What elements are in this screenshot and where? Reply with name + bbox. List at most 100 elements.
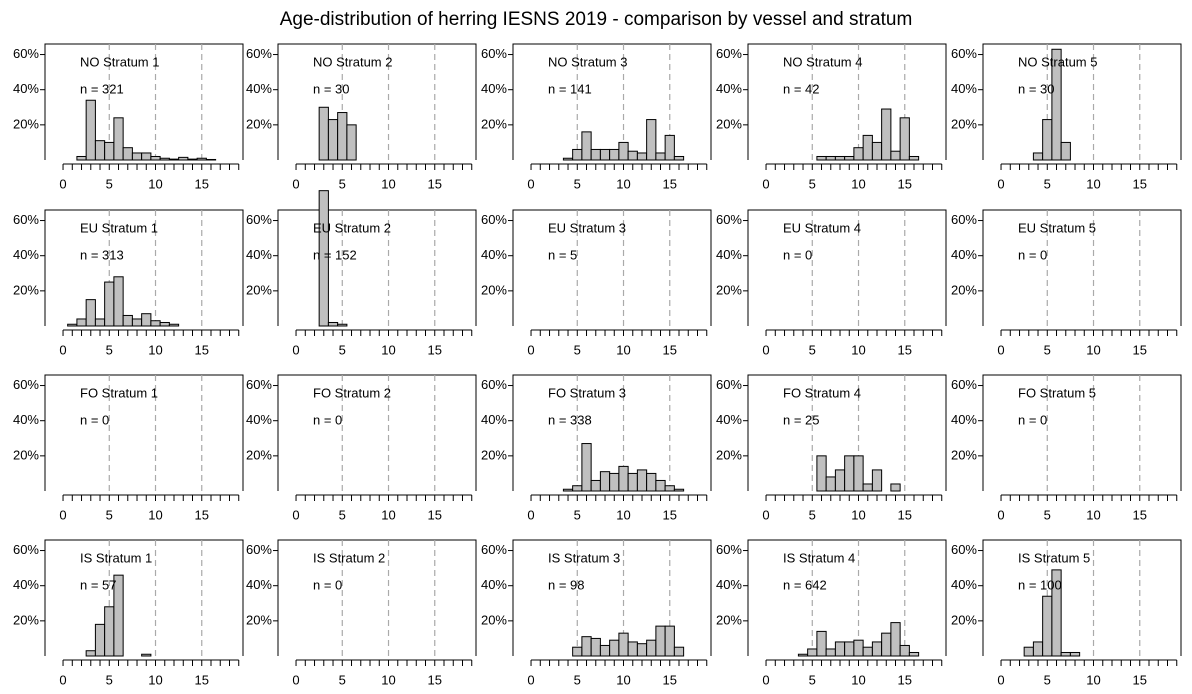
x-tick-label: 5 (106, 672, 113, 687)
panel-frame (982, 43, 1182, 160)
bar (122, 147, 133, 161)
bar (104, 281, 115, 327)
bar (655, 625, 666, 657)
bar (871, 641, 883, 657)
x-tick-label: 10 (851, 672, 865, 687)
x-tick-label: 15 (898, 342, 912, 357)
x-tick-label: 15 (428, 176, 442, 191)
x-tick-label: 5 (574, 672, 581, 687)
y-tick-label: 40% (481, 412, 507, 427)
bar (881, 632, 892, 657)
x-tick-label: 0 (527, 672, 534, 687)
y-tick-label: 40% (716, 81, 742, 96)
bar (673, 488, 685, 492)
x-tick-label: 0 (292, 672, 299, 687)
bar (844, 455, 855, 492)
panel-frame (512, 43, 712, 160)
panel-title: NO Stratum 3 (548, 54, 627, 69)
bar (113, 276, 124, 327)
bar (816, 455, 827, 492)
x-tick-label: 5 (339, 176, 346, 191)
bar (627, 472, 638, 492)
x-tick-label: 15 (428, 507, 442, 522)
panel-frame (747, 43, 947, 160)
x-tick-label: 10 (851, 176, 865, 191)
bar (205, 158, 217, 161)
y-tick-label: 60% (246, 46, 272, 61)
bar (609, 148, 620, 161)
x-tick-label: 5 (339, 342, 346, 357)
bar (862, 483, 873, 492)
sample-size: n = 321 (80, 81, 124, 96)
y-tick-label: 40% (13, 81, 39, 96)
panel-frame (512, 374, 712, 491)
y-tick-label: 20% (246, 282, 272, 297)
panel-title: IS Stratum 2 (313, 550, 385, 565)
bar (636, 469, 648, 492)
bar (636, 152, 648, 161)
bar (318, 190, 329, 327)
bar (890, 150, 901, 161)
x-tick-label: 0 (59, 342, 66, 357)
x-tick-label: 5 (809, 342, 816, 357)
bar (581, 443, 592, 492)
y-tick-label: 60% (716, 377, 742, 392)
y-tick-label: 60% (481, 377, 507, 392)
bar (1051, 569, 1062, 657)
panel-title: FO Stratum 2 (313, 385, 391, 400)
sample-size: n = 0 (80, 412, 109, 427)
bar (1051, 48, 1062, 161)
bar (655, 152, 666, 161)
x-tick-label: 10 (148, 672, 162, 687)
sample-size: n = 0 (1018, 247, 1047, 262)
x-tick-label: 0 (997, 176, 1004, 191)
x-tick-label: 15 (195, 672, 209, 687)
bar (318, 106, 329, 161)
panel-frame (747, 209, 947, 326)
bar (825, 476, 836, 492)
panel-title: EU Stratum 5 (1018, 220, 1096, 235)
x-tick-label: 10 (616, 342, 630, 357)
panel-title: NO Stratum 5 (1018, 54, 1097, 69)
bar (862, 646, 873, 657)
y-tick-label: 40% (951, 247, 977, 262)
y-tick-label: 20% (951, 447, 977, 462)
sample-size: n = 25 (783, 412, 820, 427)
sample-size: n = 313 (80, 247, 124, 262)
bar (853, 639, 864, 657)
y-tick-label: 40% (13, 247, 39, 262)
x-tick-label: 5 (1044, 342, 1051, 357)
y-tick-label: 20% (951, 612, 977, 627)
y-tick-label: 60% (951, 212, 977, 227)
bar (825, 155, 836, 161)
x-tick-label: 5 (339, 507, 346, 522)
panel-frame (277, 374, 477, 491)
bar (581, 636, 592, 657)
bar (141, 152, 152, 161)
y-tick-label: 40% (481, 81, 507, 96)
bar (76, 318, 87, 327)
bar (627, 150, 638, 161)
bar (572, 646, 583, 657)
bar (572, 485, 583, 492)
y-tick-label: 60% (481, 46, 507, 61)
bar (825, 648, 836, 657)
panel-title: FO Stratum 4 (783, 385, 861, 400)
panel-frame (982, 209, 1182, 326)
x-tick-label: 10 (381, 672, 395, 687)
x-tick-label: 10 (851, 507, 865, 522)
bar (168, 158, 180, 161)
bar (85, 99, 96, 161)
bar (853, 455, 864, 492)
x-tick-label: 10 (381, 176, 395, 191)
bar (131, 152, 143, 161)
y-tick-label: 20% (481, 447, 507, 462)
bar (627, 641, 638, 657)
y-tick-label: 60% (481, 212, 507, 227)
bar (113, 574, 124, 657)
bar (159, 157, 170, 161)
bar (1060, 651, 1071, 657)
panel-title: EU Stratum 3 (548, 220, 626, 235)
y-tick-label: 60% (951, 46, 977, 61)
